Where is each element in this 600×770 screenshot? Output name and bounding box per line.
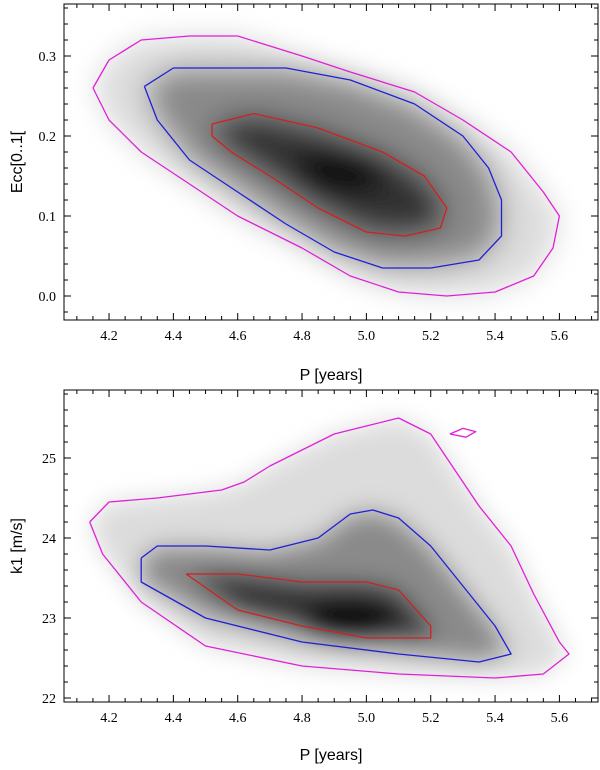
contour-outer bbox=[89, 417, 570, 679]
x-tick-label: 5.4 bbox=[486, 329, 504, 344]
ticks: 4.2 4.4 4.6 4.8 5.0 5.2 5.4 5.6 0.0 0.1 0.2 0.3 bbox=[39, 4, 598, 344]
x-tick-label: 4.6 bbox=[229, 329, 247, 344]
contour-outer bbox=[92, 35, 561, 297]
y-tick-label: 0.1 bbox=[39, 210, 57, 225]
contour-middle bbox=[143, 67, 503, 269]
y-tick-label: 25 bbox=[42, 452, 56, 467]
x-tick-label: 5.4 bbox=[486, 711, 504, 726]
contour-outer-islet bbox=[449, 427, 477, 438]
contour-inner bbox=[185, 573, 432, 639]
density-peak bbox=[292, 150, 389, 194]
x-tick-label: 4.4 bbox=[165, 329, 183, 344]
x-tick-label: 4.4 bbox=[165, 711, 183, 726]
y-tick-label: 23 bbox=[42, 612, 56, 627]
x-axis-title: P [years] bbox=[300, 747, 363, 764]
x-tick-label: 5.0 bbox=[358, 329, 376, 344]
x-tick-label: 4.2 bbox=[100, 329, 118, 344]
x-tick-label: 5.2 bbox=[422, 329, 440, 344]
x-tick-label: 4.8 bbox=[293, 711, 311, 726]
x-tick-label: 4.6 bbox=[229, 711, 247, 726]
contour-middle bbox=[140, 509, 512, 663]
x-tick-label: 5.6 bbox=[551, 329, 569, 344]
x-tick-label: 4.8 bbox=[293, 329, 311, 344]
ticks: 4.2 4.4 4.6 4.8 5.0 5.2 5.4 5.6 22 23 24 25 bbox=[42, 390, 598, 726]
y-axis-title: Ecc[0..1[ bbox=[9, 130, 26, 193]
x-tick-label: 5.2 bbox=[422, 711, 440, 726]
x-tick-label: 4.2 bbox=[100, 711, 118, 726]
density-map bbox=[89, 418, 569, 678]
y-tick-label: 0.2 bbox=[39, 130, 57, 145]
y-tick-label: 24 bbox=[42, 532, 56, 547]
panel-1: 4.2 4.4 4.6 4.8 5.0 5.2 5.4 5.6 0.0 0.1 0.2 0.3 P [… bbox=[9, 3, 599, 384]
x-tick-label: 5.0 bbox=[358, 711, 376, 726]
y-tick-label: 0.0 bbox=[39, 290, 57, 305]
density-peak bbox=[302, 600, 399, 644]
x-axis-title: P [years] bbox=[300, 367, 363, 384]
contours bbox=[89, 417, 570, 679]
y-tick-label: 0.3 bbox=[39, 50, 57, 65]
y-tick-label: 22 bbox=[42, 692, 56, 707]
panel-2: 4.2 4.4 4.6 4.8 5.0 5.2 5.4 5.6 22 23 24 25 P [year… bbox=[9, 389, 599, 764]
y-axis-title: k1 [m/s] bbox=[9, 518, 26, 574]
contours bbox=[92, 35, 561, 297]
x-tick-label: 5.6 bbox=[551, 711, 569, 726]
contour-inner bbox=[211, 112, 448, 237]
